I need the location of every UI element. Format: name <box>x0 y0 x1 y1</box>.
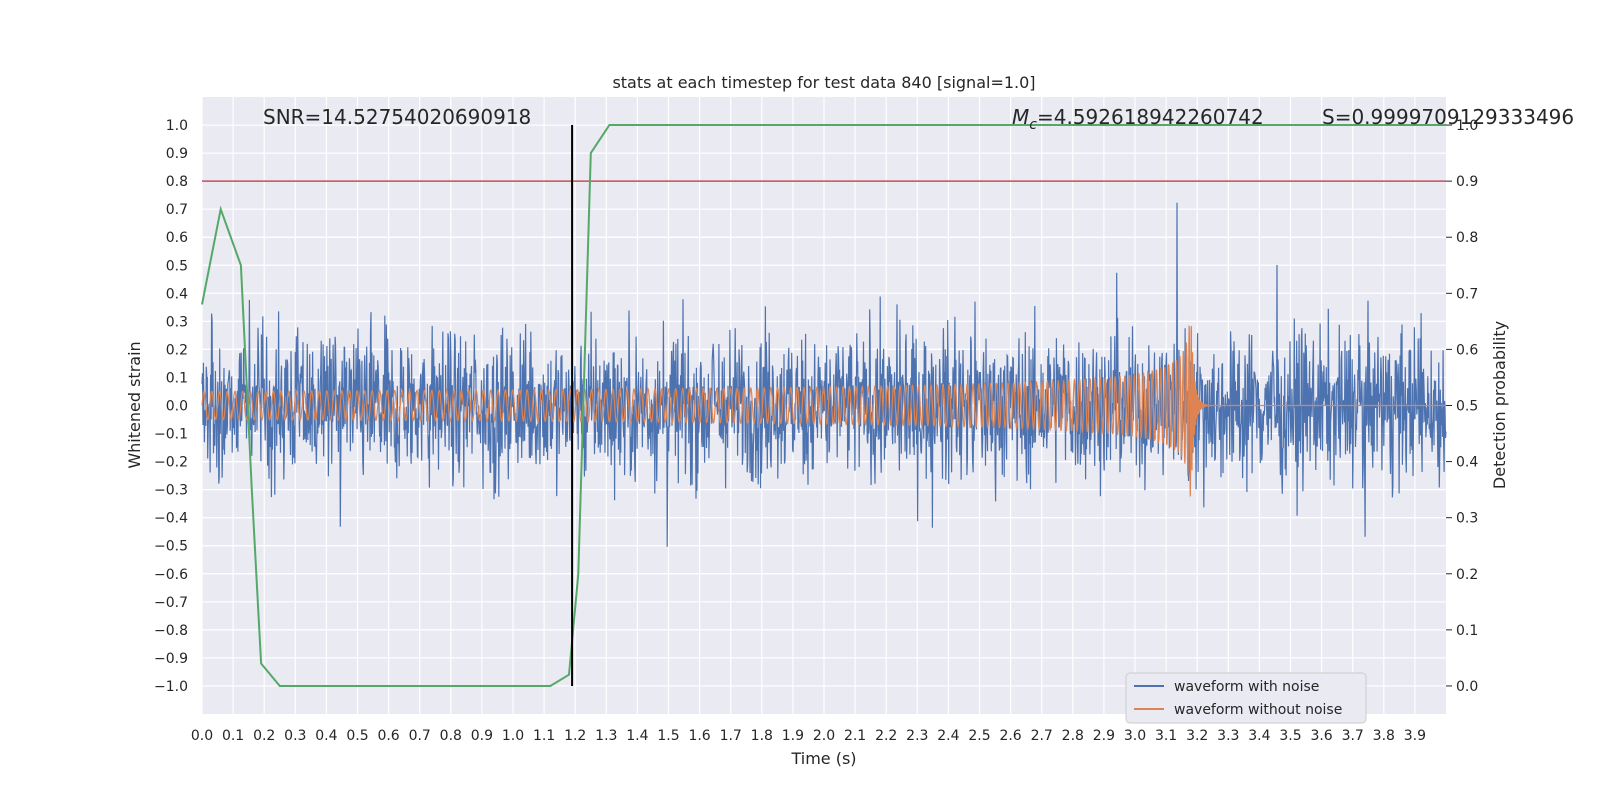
chirp-mass-value: =4.592618942260742 <box>1037 105 1264 129</box>
x-tick-label: 3.0 <box>1124 728 1146 744</box>
y-tick-label: −0.4 <box>154 511 188 527</box>
y2-tick-label: 0.5 <box>1456 399 1478 415</box>
chart-title: stats at each timestep for test data 840… <box>612 73 1035 92</box>
y-tick-label: 1.0 <box>166 118 188 134</box>
y-tick-label: 0.1 <box>166 370 188 386</box>
y2-tick-label: 0.3 <box>1456 511 1478 527</box>
y2-tick-label: 0.8 <box>1456 230 1478 246</box>
x-tick-label: 1.5 <box>657 728 679 744</box>
legend-box <box>1125 672 1367 724</box>
x-tick-label: 0.6 <box>377 728 399 744</box>
x-tick-label: 0.2 <box>253 728 275 744</box>
x-tick-label: 3.4 <box>1248 728 1270 744</box>
y-tick-label: −0.3 <box>154 483 188 499</box>
y2-tick-label: 1.0 <box>1456 118 1478 134</box>
x-tick-label: 2.4 <box>937 728 959 744</box>
y-tick-label: −0.8 <box>154 623 188 639</box>
legend-label-noise: waveform with noise <box>1174 679 1319 695</box>
significance-annotation: S=0.9999709129333496 <box>1322 105 1574 129</box>
chirp-mass-annotation: Mc=4.592618942260742 <box>1012 105 1264 133</box>
y2-tick-label: 0.6 <box>1456 342 1478 358</box>
x-tick-label: 2.1 <box>844 728 866 744</box>
x-tick-label: 0.1 <box>222 728 244 744</box>
y-tick-label: −0.5 <box>154 539 188 555</box>
y2-tick-label: 0.2 <box>1456 567 1478 583</box>
x-tick-label: 1.1 <box>533 728 555 744</box>
x-tick-label: 2.5 <box>968 728 990 744</box>
x-tick-label: 1.7 <box>720 728 742 744</box>
y2-tick-label: 0.7 <box>1456 286 1478 302</box>
clean-waveform-line <box>201 325 1446 497</box>
y-tick-label: −0.7 <box>154 595 188 611</box>
x-tick-label: 0.9 <box>471 728 493 744</box>
x-tick-label: 2.0 <box>813 728 835 744</box>
y-tick-label: −0.9 <box>154 651 188 667</box>
detection-probability-line <box>201 124 1446 687</box>
x-tick-label: 2.3 <box>906 728 928 744</box>
y-axis-label: Whitened strain <box>125 341 144 468</box>
y-tick-label: 0.2 <box>166 342 188 358</box>
x-tick-labels: 0.0 0.1 0.2 0.3 0.4 0.5 0.6 0.7 0.8 0.9 1.0 1.1 1.2 1… <box>191 728 1426 744</box>
x-tick-label: 3.6 <box>1310 728 1332 744</box>
chirp-mass-symbol: M <box>1012 105 1029 129</box>
x-tick-label: 3.5 <box>1279 728 1301 744</box>
x-tick-label: 2.8 <box>1062 728 1084 744</box>
x-tick-label: 1.2 <box>564 728 586 744</box>
x-tick-label: 0.0 <box>191 728 213 744</box>
y-tick-label: 0.5 <box>166 258 188 274</box>
x-tick-label: 1.0 <box>502 728 524 744</box>
chirp-mass-subscript: c <box>1029 117 1037 133</box>
y2-tick-label: 0.4 <box>1456 455 1478 471</box>
x-tick-label: 3.9 <box>1404 728 1426 744</box>
x-tick-label: 1.8 <box>751 728 773 744</box>
y2-tick-label: 0.0 <box>1456 679 1478 695</box>
y2-tick-label: 0.9 <box>1456 174 1478 190</box>
x-tick-label: 3.2 <box>1186 728 1208 744</box>
series-detection-probability <box>201 124 1446 687</box>
x-tick-label: 1.9 <box>782 728 804 744</box>
y2-tick-label: 0.1 <box>1456 623 1478 639</box>
y-tick-label: 0.8 <box>166 174 188 190</box>
x-tick-label: 3.7 <box>1342 728 1364 744</box>
x-tick-label: 2.7 <box>1031 728 1053 744</box>
y-tick-label: 0.9 <box>166 146 188 162</box>
y-tick-label: −0.1 <box>154 427 188 443</box>
x-tick-label: 2.9 <box>1093 728 1115 744</box>
y-tick-label: 0.0 <box>166 399 188 415</box>
y2-axis-label: Detection probability <box>1490 321 1509 489</box>
y-tick-labels: 1.0 0.9 0.8 0.7 0.6 0.5 0.4 0.3 0.2 0.1 0.0 −0.1 −0.… <box>154 118 188 695</box>
x-tick-label: 0.5 <box>346 728 368 744</box>
x-tick-label: 0.8 <box>440 728 462 744</box>
series-waveform-without-noise <box>201 325 1446 497</box>
x-tick-label: 3.1 <box>1155 728 1177 744</box>
x-tick-label: 0.3 <box>284 728 306 744</box>
x-tick-label: 3.3 <box>1217 728 1239 744</box>
x-tick-label: 1.4 <box>626 728 648 744</box>
x-tick-label: 0.7 <box>409 728 431 744</box>
x-axis-label: Time (s) <box>790 749 856 768</box>
y-tick-label: 0.7 <box>166 202 188 218</box>
y-tick-label: −0.2 <box>154 455 188 471</box>
y-tick-label: 0.3 <box>166 314 188 330</box>
y2-tick-labels: 1.0 0.9 0.8 0.7 0.6 0.5 0.4 0.3 0.2 0.1 0.0 <box>1446 118 1478 695</box>
legend: waveform with noise waveform without noi… <box>1125 672 1367 724</box>
x-tick-label: 0.4 <box>315 728 337 744</box>
y-tick-label: 0.6 <box>166 230 188 246</box>
y-tick-label: 0.4 <box>166 286 188 302</box>
x-tick-label: 2.6 <box>999 728 1021 744</box>
y-tick-label: −1.0 <box>154 679 188 695</box>
x-tick-label: 2.2 <box>875 728 897 744</box>
x-tick-label: 3.8 <box>1373 728 1395 744</box>
y-tick-label: −0.6 <box>154 567 188 583</box>
legend-label-clean: waveform without noise <box>1174 702 1342 718</box>
x-tick-label: 1.3 <box>595 728 617 744</box>
x-tick-label: 1.6 <box>688 728 710 744</box>
snr-annotation: SNR=14.52754020690918 <box>263 105 531 129</box>
